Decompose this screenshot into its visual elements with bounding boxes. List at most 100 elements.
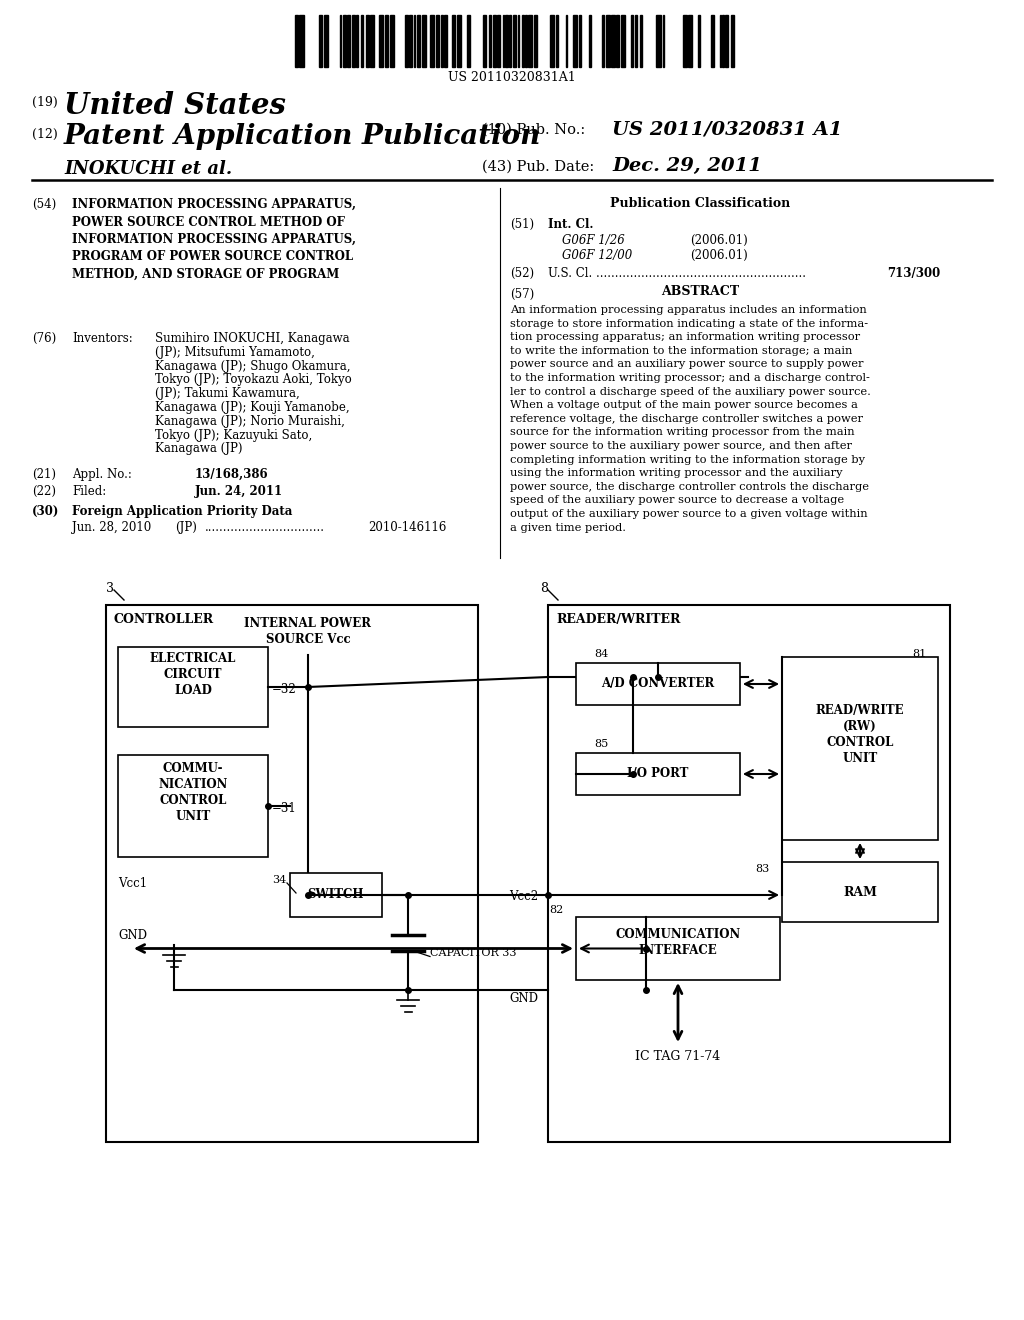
Text: (2006.01): (2006.01)	[690, 249, 748, 261]
Bar	[565, 15, 567, 67]
Text: Kanagawa (JP); Shugo Okamura,: Kanagawa (JP); Shugo Okamura,	[155, 359, 350, 372]
Bar	[725, 15, 728, 67]
Text: 83: 83	[756, 865, 770, 874]
Bar	[299, 15, 304, 67]
Text: (JP); Mitsufumi Yamamoto,: (JP); Mitsufumi Yamamoto,	[155, 346, 314, 359]
Bar	[580, 15, 581, 67]
Bar	[106, 605, 478, 1142]
Bar	[656, 15, 660, 67]
Text: COMMU-
NICATION
CONTROL
UNIT: COMMU- NICATION CONTROL UNIT	[159, 762, 227, 822]
Text: output of the auxiliary power source to a given voltage within: output of the auxiliary power source to …	[510, 510, 867, 519]
Text: G06F 12/00: G06F 12/00	[562, 249, 632, 261]
Text: power source, the discharge controller controls the discharge: power source, the discharge controller c…	[510, 482, 869, 492]
Text: to write the information to the information storage; a main: to write the information to the informat…	[510, 346, 852, 356]
Text: 81: 81	[912, 649, 927, 659]
Text: Jun. 24, 2011: Jun. 24, 2011	[195, 484, 283, 498]
Text: power source to the auxiliary power source, and then after: power source to the auxiliary power sour…	[510, 441, 852, 451]
Text: 82: 82	[550, 906, 564, 915]
Bar	[467, 15, 470, 67]
Bar	[782, 862, 938, 921]
Text: Int. Cl.: Int. Cl.	[548, 218, 594, 231]
Text: Sumihiro INOKUCHI, Kanagawa: Sumihiro INOKUCHI, Kanagawa	[155, 333, 349, 345]
Text: (57): (57)	[510, 288, 535, 301]
Text: Jun. 28, 2010: Jun. 28, 2010	[72, 521, 152, 535]
Text: US 20110320831A1: US 20110320831A1	[449, 71, 575, 84]
Text: Dec. 29, 2011: Dec. 29, 2011	[612, 157, 762, 176]
Bar	[340, 15, 341, 67]
Bar	[457, 15, 461, 67]
Text: −32: −32	[272, 682, 297, 696]
Text: (43) Pub. Date:: (43) Pub. Date:	[482, 160, 594, 174]
Text: −31: −31	[272, 803, 297, 814]
Bar	[663, 15, 665, 67]
Text: Tokyo (JP); Toyokazu Aoki, Tokyo: Tokyo (JP); Toyokazu Aoki, Tokyo	[155, 374, 352, 387]
Bar	[683, 15, 687, 67]
Bar	[522, 15, 523, 67]
Text: ................................: ................................	[205, 521, 325, 535]
Bar	[631, 15, 633, 67]
Bar	[414, 15, 416, 67]
Text: United States: United States	[63, 91, 286, 120]
Text: A/D CONVERTER: A/D CONVERTER	[601, 677, 715, 690]
Bar	[118, 755, 268, 857]
Bar	[494, 15, 496, 67]
Bar	[606, 15, 610, 67]
Bar	[497, 15, 500, 67]
Text: READER/WRITER: READER/WRITER	[556, 612, 680, 626]
Bar	[551, 15, 554, 67]
Text: (22): (22)	[32, 484, 56, 498]
Bar	[422, 15, 426, 67]
Bar	[782, 657, 938, 840]
Text: (51): (51)	[510, 218, 535, 231]
Bar	[640, 15, 642, 67]
Text: 84: 84	[594, 649, 608, 659]
Bar	[712, 15, 714, 67]
Text: Kanagawa (JP); Kouji Yamanobe,: Kanagawa (JP); Kouji Yamanobe,	[155, 401, 349, 414]
Bar	[615, 15, 620, 67]
Bar	[575, 917, 780, 979]
Text: Tokyo (JP); Kazuyuki Sato,: Tokyo (JP); Kazuyuki Sato,	[155, 429, 312, 442]
Text: US 2011/0320831 A1: US 2011/0320831 A1	[612, 120, 843, 139]
Text: U.S. Cl. ........................................................: U.S. Cl. ...............................…	[548, 267, 806, 280]
Bar	[575, 752, 740, 795]
Text: reference voltage, the discharge controller switches a power: reference voltage, the discharge control…	[510, 413, 863, 424]
Bar	[118, 647, 268, 727]
Text: CAPACITOR 33: CAPACITOR 33	[430, 949, 516, 958]
Text: (19): (19)	[32, 96, 57, 110]
Bar	[325, 15, 329, 67]
Text: Appl. No.:: Appl. No.:	[72, 469, 132, 480]
Text: Inventors:: Inventors:	[72, 333, 133, 345]
Bar	[343, 15, 345, 67]
Bar	[509, 15, 511, 67]
Bar	[319, 15, 323, 67]
Text: GND: GND	[509, 993, 538, 1005]
Text: tion processing apparatus; an information writing processor: tion processing apparatus; an informatio…	[510, 333, 860, 342]
Text: 85: 85	[594, 739, 608, 748]
Text: CONTROLLER: CONTROLLER	[114, 612, 214, 626]
Text: COMMUNICATION
INTERFACE: COMMUNICATION INTERFACE	[615, 928, 740, 957]
Bar	[573, 15, 577, 67]
Bar	[722, 15, 724, 67]
Bar	[290, 873, 382, 917]
Text: An information processing apparatus includes an information: An information processing apparatus incl…	[510, 305, 866, 315]
Bar	[548, 605, 950, 1142]
Bar	[444, 15, 446, 67]
Bar	[352, 15, 355, 67]
Text: INFORMATION PROCESSING APPARATUS,
POWER SOURCE CONTROL METHOD OF
INFORMATION PRO: INFORMATION PROCESSING APPARATUS, POWER …	[72, 198, 356, 281]
Text: 2010-146116: 2010-146116	[368, 521, 446, 535]
Bar	[575, 663, 740, 705]
Text: power source and an auxiliary power source to supply power: power source and an auxiliary power sour…	[510, 359, 863, 370]
Bar	[406, 15, 409, 67]
Text: (52): (52)	[510, 267, 535, 280]
Bar	[452, 15, 456, 67]
Bar	[483, 15, 485, 67]
Bar	[435, 15, 439, 67]
Bar	[360, 15, 362, 67]
Bar	[518, 15, 519, 67]
Bar	[488, 15, 490, 67]
Bar	[506, 15, 508, 67]
Bar	[410, 15, 413, 67]
Text: ler to control a discharge speed of the auxiliary power source.: ler to control a discharge speed of the …	[510, 387, 870, 396]
Text: source for the information writing processor from the main: source for the information writing proce…	[510, 428, 855, 437]
Text: speed of the auxiliary power source to decrease a voltage: speed of the auxiliary power source to d…	[510, 495, 844, 506]
